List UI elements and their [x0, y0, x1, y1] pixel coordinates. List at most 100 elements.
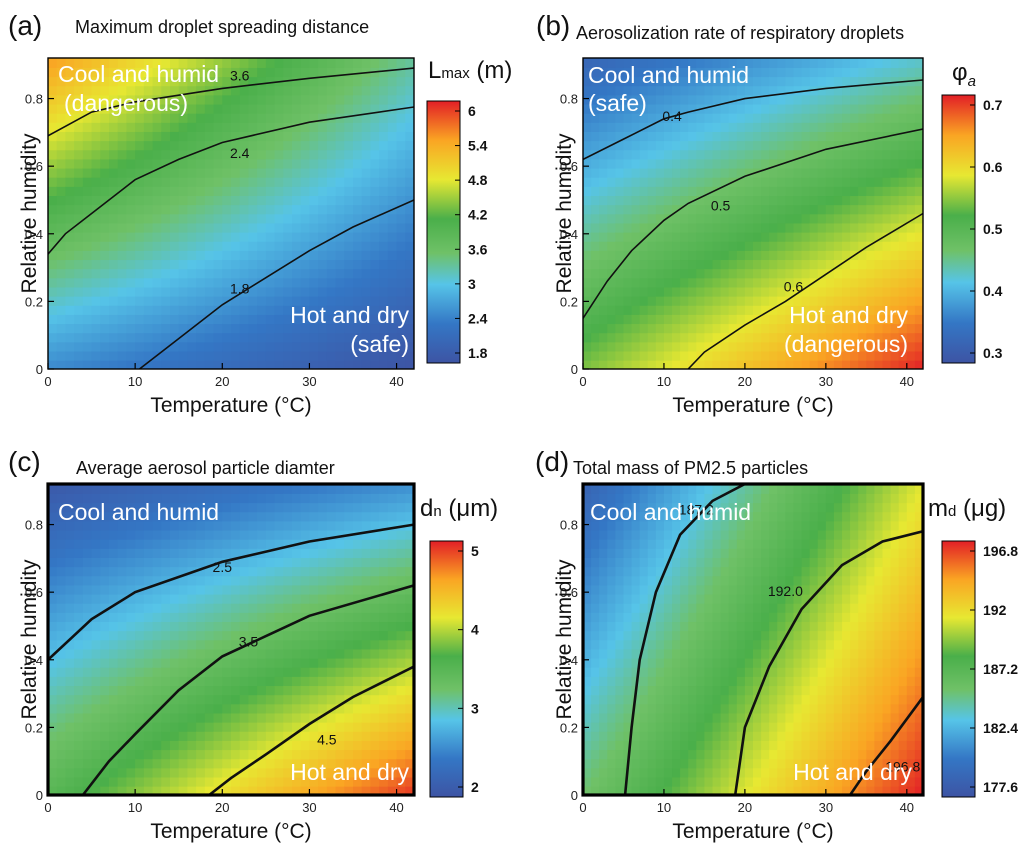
heat-cell	[335, 493, 346, 504]
heat-cell	[326, 520, 337, 531]
heat-cell	[222, 122, 232, 132]
heat-cell	[48, 730, 58, 741]
heat-cell	[135, 484, 145, 494]
heat-cell	[639, 548, 649, 558]
heat-cell	[379, 502, 389, 513]
heat-cell	[248, 286, 258, 297]
heat-cell	[117, 621, 128, 632]
heat-cell	[344, 557, 354, 568]
heat-cell	[265, 140, 276, 151]
heat-cell	[170, 277, 180, 288]
heat-cell	[696, 767, 706, 778]
heat-cell	[777, 268, 787, 279]
heat-cell	[761, 204, 770, 215]
heat-cell	[187, 740, 197, 751]
heat-cell	[647, 776, 657, 787]
heat-cell	[204, 639, 215, 650]
heat-cell	[213, 657, 224, 668]
heat-cell	[265, 250, 276, 261]
heat-cell	[631, 323, 641, 334]
heat-cell	[353, 103, 363, 114]
heat-cell	[704, 484, 714, 494]
heat-cell	[801, 341, 811, 352]
heat-cell	[56, 186, 67, 197]
heat-cell	[82, 240, 93, 251]
heat-cell	[257, 350, 267, 361]
heat-cell	[753, 304, 762, 315]
heat-cell	[631, 131, 641, 142]
heat-cell	[56, 557, 67, 568]
heat-cell	[170, 484, 180, 494]
heat-cell	[655, 222, 665, 233]
heat-cell	[599, 213, 609, 224]
heat-cell	[655, 694, 665, 705]
heat-cell	[65, 323, 75, 334]
heat-cell	[720, 240, 730, 251]
heat-cell	[663, 511, 673, 522]
heat-cell	[344, 703, 354, 714]
heat-cell	[222, 76, 232, 87]
heat-cell	[65, 776, 75, 787]
heat-cell	[639, 785, 649, 795]
heat-cell	[688, 703, 698, 714]
heat-cell	[283, 222, 293, 233]
heat-cell	[688, 76, 698, 87]
heat-cell	[405, 657, 414, 668]
heat-cell	[56, 158, 67, 169]
heat-cell	[672, 213, 681, 224]
heat-cell	[117, 323, 128, 334]
heat-cell	[117, 502, 128, 513]
heat-cell	[631, 149, 641, 160]
heat-cell	[583, 359, 592, 369]
heat-cell	[65, 286, 75, 297]
heat-cell	[370, 140, 380, 151]
heat-cell	[801, 122, 811, 132]
heat-cell	[655, 286, 665, 297]
heat-cell	[143, 767, 154, 778]
heat-cell	[688, 149, 698, 160]
heat-cell	[833, 67, 843, 78]
heat-cell	[196, 785, 206, 795]
heat-cell	[309, 548, 319, 558]
y-axis-title: Relative humidity	[18, 559, 41, 719]
heat-cell	[712, 186, 722, 197]
heat-cell	[239, 149, 250, 160]
heat-cell	[680, 758, 690, 769]
heat-cell	[850, 58, 860, 68]
heat-cell	[117, 204, 128, 215]
heat-cell	[178, 502, 189, 513]
heat-cell	[170, 304, 180, 315]
heat-cell	[583, 575, 592, 586]
heat-cell	[283, 58, 293, 68]
heat-cell	[143, 758, 154, 769]
heat-cell	[335, 67, 346, 78]
heat-cell	[663, 167, 673, 178]
heat-cell	[135, 657, 145, 668]
heat-cell	[143, 314, 154, 325]
heat-cell	[607, 304, 617, 315]
heat-cell	[688, 103, 698, 114]
heat-cell	[809, 140, 819, 151]
heat-cell	[688, 575, 698, 586]
heat-cell	[135, 341, 145, 352]
heat-cell	[239, 694, 250, 705]
heat-cell	[639, 520, 649, 531]
heat-cell	[396, 648, 407, 659]
heat-cell	[623, 557, 633, 568]
heat-cell	[239, 140, 250, 151]
heat-cell	[736, 58, 746, 68]
heat-cell	[178, 112, 189, 123]
heat-cell	[204, 76, 215, 87]
heat-cell	[126, 58, 136, 68]
heat-cell	[655, 250, 665, 261]
heat-cell	[833, 213, 843, 224]
heat-cell	[196, 204, 206, 215]
heat-cell	[370, 295, 380, 306]
heat-cell	[91, 304, 102, 315]
heat-cell	[379, 231, 389, 242]
heat-cell	[135, 268, 145, 279]
heat-cell	[152, 76, 163, 87]
heat-cell	[631, 529, 641, 540]
heat-cell	[74, 149, 84, 160]
heat-cell	[187, 131, 197, 142]
